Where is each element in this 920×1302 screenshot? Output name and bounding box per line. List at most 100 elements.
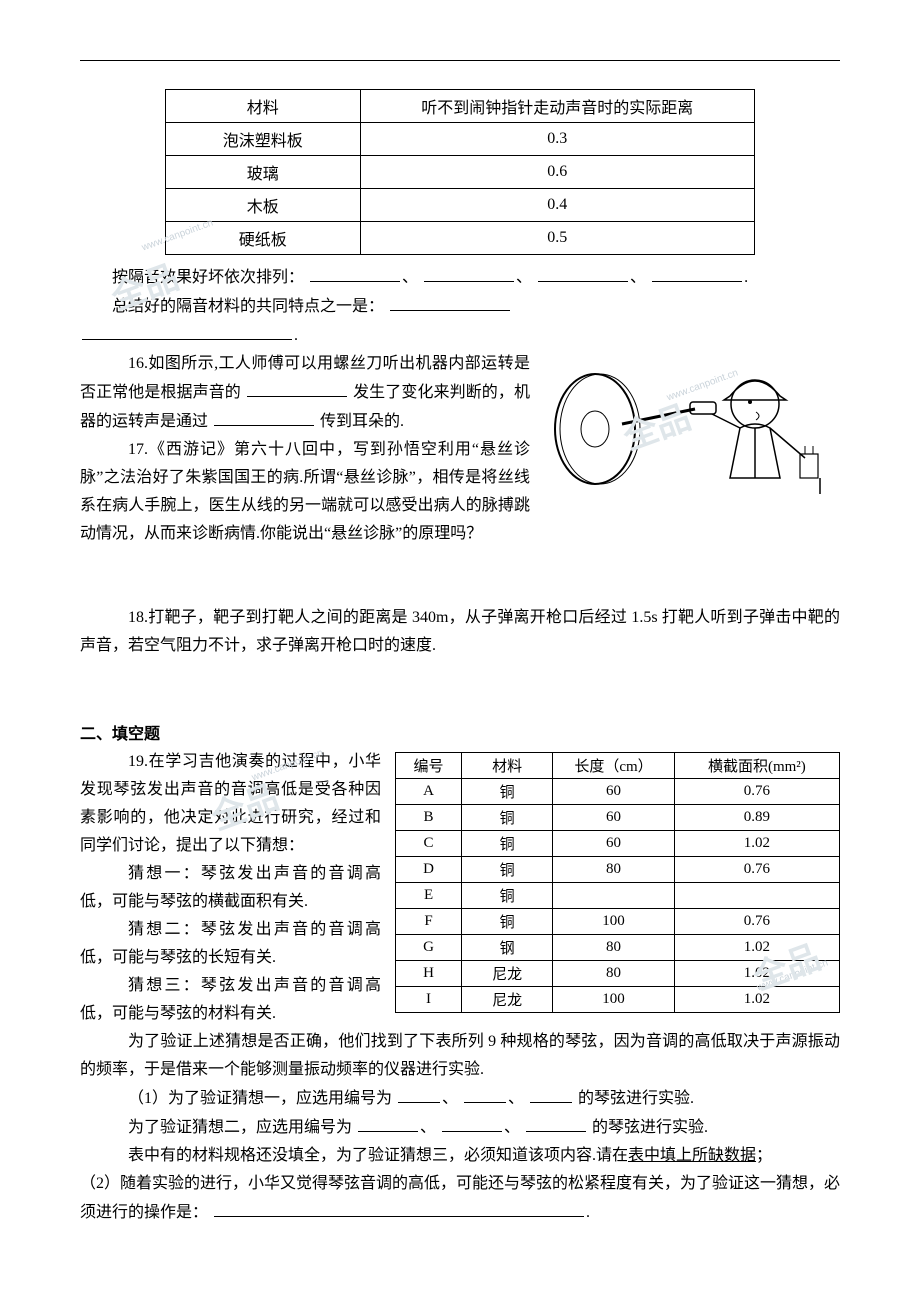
t2c: 0.89 <box>674 805 839 831</box>
t2-h: 材料 <box>462 753 553 779</box>
t2c: 0.76 <box>674 779 839 805</box>
txt: 为了验证猜想二，应选用编号为 <box>128 1119 352 1136</box>
summary-line2: . <box>80 321 840 350</box>
table-row: C铜601.02 <box>396 831 840 857</box>
q16-c: 传到耳朵的. <box>320 413 404 430</box>
t2-h: 横截面积(mm²) <box>674 753 839 779</box>
underlined: 表中填上所缺数据 <box>628 1147 756 1164</box>
t2c: 铜 <box>462 883 553 909</box>
top-rule <box>80 60 840 61</box>
t2c: 1.02 <box>674 831 839 857</box>
blank[interactable] <box>424 263 514 282</box>
q19-sub1e: 表中有的材料规格还没填全，为了验证猜想三，必须知道该项内容.请在表中填上所缺数据… <box>80 1142 840 1170</box>
blank[interactable] <box>358 1113 418 1132</box>
blank[interactable] <box>214 407 314 426</box>
t2c: C <box>396 831 462 857</box>
worker-machine-illustration <box>540 354 840 494</box>
t2c: 1.02 <box>674 961 839 987</box>
txt: （1）为了验证猜想一，应选用编号为 <box>128 1090 392 1107</box>
table-row: 材料 听不到闹钟指针走动声音时的实际距离 <box>166 90 755 123</box>
t2c: 1.02 <box>674 935 839 961</box>
section-2-title: 二、填空题 <box>80 720 840 744</box>
t1-c: 0.4 <box>360 189 754 222</box>
t2c[interactable] <box>553 883 675 909</box>
table-row: D铜800.76 <box>396 857 840 883</box>
t2c: 100 <box>553 987 675 1013</box>
blank[interactable] <box>538 263 628 282</box>
blank[interactable] <box>247 378 347 397</box>
t2c: 铜 <box>462 857 553 883</box>
t2c: 80 <box>553 935 675 961</box>
q16-figure <box>540 354 840 494</box>
string-spec-table: 编号 材料 长度（cm） 横截面积(mm²) A铜600.76 B铜600.89… <box>395 752 840 1013</box>
blank[interactable] <box>530 1084 572 1103</box>
t2c: E <box>396 883 462 909</box>
t2c: 尼龙 <box>462 987 553 1013</box>
blank[interactable] <box>390 292 510 311</box>
t2c: D <box>396 857 462 883</box>
t1-c: 0.5 <box>360 222 754 255</box>
period: . <box>586 1204 590 1221</box>
txt: ； <box>756 1147 772 1164</box>
sound-insulation-table: 材料 听不到闹钟指针走动声音时的实际距离 泡沫塑料板0.3 玻璃0.6 木板0.… <box>165 89 755 255</box>
sort-line: 按隔音效果好坏依次排列： 、 、 、 . <box>80 263 840 292</box>
sep: 、 <box>630 269 646 286</box>
blank[interactable] <box>464 1084 506 1103</box>
t1-c: 0.6 <box>360 156 754 189</box>
table-row: G钢801.02 <box>396 935 840 961</box>
q19-verify: 为了验证上述猜想是否正确，他们找到了下表所列 9 种规格的琴弦，因为音调的高低取… <box>80 1028 840 1084</box>
table-row: 编号 材料 长度（cm） 横截面积(mm²) <box>396 753 840 779</box>
t2c: I <box>396 987 462 1013</box>
sep: 、 <box>402 269 418 286</box>
summary-label: 总结好的隔音材料的共同特点之一是： <box>112 298 384 315</box>
blank[interactable] <box>82 321 292 340</box>
table-row: E铜 <box>396 883 840 909</box>
t1-h2: 听不到闹钟指针走动声音时的实际距离 <box>360 90 754 123</box>
table-row: 泡沫塑料板0.3 <box>166 123 755 156</box>
txt: 的琴弦进行实验. <box>578 1090 694 1107</box>
t1-c: 泡沫塑料板 <box>166 123 361 156</box>
t2c: 铜 <box>462 909 553 935</box>
t1-c: 木板 <box>166 189 361 222</box>
sort-label: 按隔音效果好坏依次排列： <box>112 269 304 286</box>
t2c: 80 <box>553 961 675 987</box>
t1-c: 硬纸板 <box>166 222 361 255</box>
txt: 表中有的材料规格还没填全，为了验证猜想三，必须知道该项内容.请在 <box>128 1147 628 1164</box>
table-row: B铜600.89 <box>396 805 840 831</box>
t2c: H <box>396 961 462 987</box>
txt: 的琴弦进行实验. <box>592 1119 708 1136</box>
blank[interactable] <box>398 1084 440 1103</box>
table-row: I尼龙1001.02 <box>396 987 840 1013</box>
t2c: 铜 <box>462 779 553 805</box>
t2c: 1.02 <box>674 987 839 1013</box>
table-row: 木板0.4 <box>166 189 755 222</box>
blank[interactable] <box>442 1113 502 1132</box>
summary-line: 总结好的隔音材料的共同特点之一是： <box>80 292 840 321</box>
t2c: 60 <box>553 805 675 831</box>
table-row: H尼龙801.02 <box>396 961 840 987</box>
sep: 、 <box>420 1119 436 1136</box>
t2c: 铜 <box>462 805 553 831</box>
table-row: 玻璃0.6 <box>166 156 755 189</box>
t2c: A <box>396 779 462 805</box>
t2c: 钢 <box>462 935 553 961</box>
blank[interactable] <box>214 1198 584 1217</box>
t2c: 80 <box>553 857 675 883</box>
t2c: 铜 <box>462 831 553 857</box>
table-row: 硬纸板0.5 <box>166 222 755 255</box>
t2c: 尼龙 <box>462 961 553 987</box>
table-row: A铜600.76 <box>396 779 840 805</box>
t1-c: 玻璃 <box>166 156 361 189</box>
t2-h: 编号 <box>396 753 462 779</box>
sep: 、 <box>508 1090 524 1107</box>
q19-sub2: （2）随着实验的进行，小华又觉得琴弦音调的高低，可能还与琴弦的松紧程度有关，为了… <box>80 1170 840 1227</box>
blank[interactable] <box>310 263 400 282</box>
t2c: F <box>396 909 462 935</box>
blank[interactable] <box>526 1113 586 1132</box>
t2c: 60 <box>553 831 675 857</box>
t2-h: 长度（cm） <box>553 753 675 779</box>
t2c[interactable] <box>674 883 839 909</box>
t1-h1: 材料 <box>166 90 361 123</box>
blank[interactable] <box>652 263 742 282</box>
q19-sub1a: （1）为了验证猜想一，应选用编号为 、 、 的琴弦进行实验. <box>80 1084 840 1113</box>
